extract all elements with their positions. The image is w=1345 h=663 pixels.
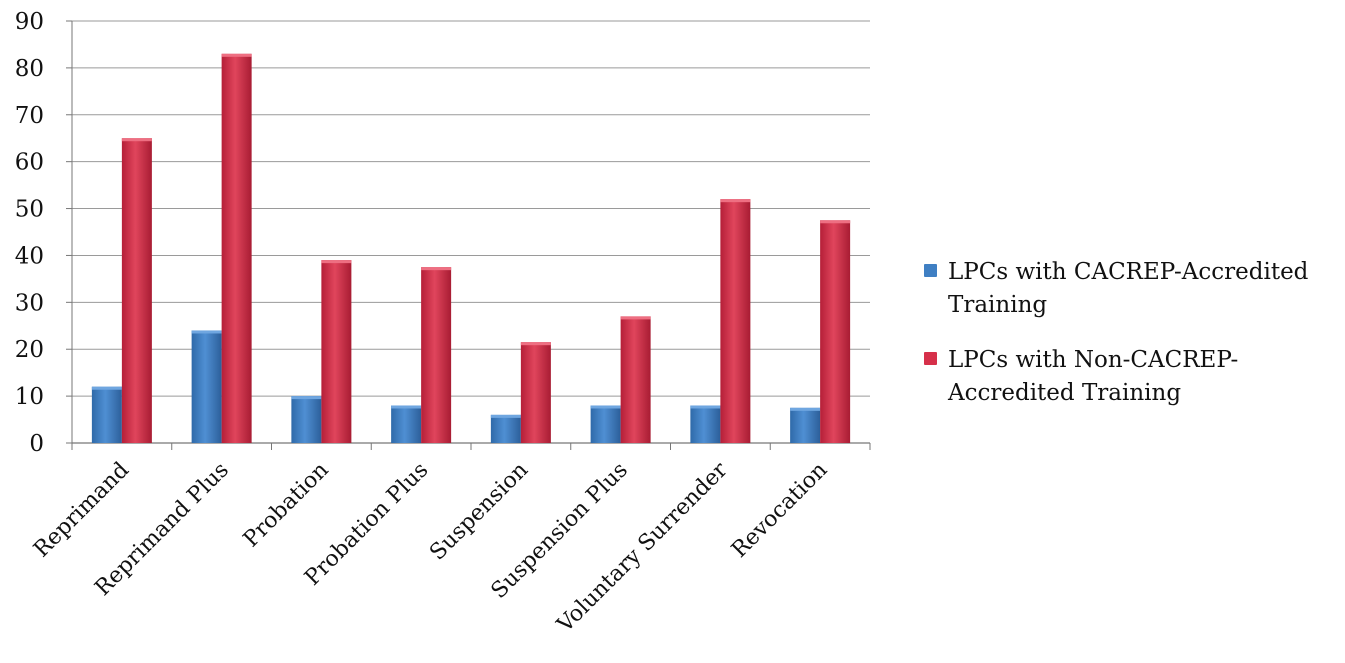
bar-cacrep (291, 396, 322, 443)
bar-non-cacrep (620, 316, 651, 443)
bar-non-cacrep (720, 199, 751, 443)
x-category-label: Suspension (425, 458, 533, 566)
bar-cacrep (790, 407, 821, 443)
legend-item-non-cacrep: LPCs with Non-CACREP-Accredited Training (924, 344, 1339, 410)
bar-top-highlight (191, 330, 222, 334)
legend-label-cacrep: LPCs with CACREP-Accredited Training (948, 259, 1309, 318)
bar-top-highlight (590, 405, 621, 409)
bar-top-highlight (490, 414, 521, 418)
y-tick-label: 0 (29, 431, 44, 457)
x-category-label: Voluntary Surrender (552, 457, 733, 638)
bar-non-cacrep (421, 267, 452, 443)
bar-top-highlight (520, 342, 551, 346)
bar-cacrep (490, 414, 521, 443)
bar-non-cacrep (321, 260, 352, 443)
bar-cacrep (590, 405, 621, 443)
bar-top-highlight (720, 199, 751, 203)
y-tick-label: 30 (15, 290, 44, 316)
y-tick-label: 70 (15, 103, 44, 129)
x-category-label: Reprimand (29, 458, 134, 563)
bar-top-highlight (421, 267, 452, 271)
bar-non-cacrep (121, 138, 152, 443)
bar-non-cacrep (221, 53, 252, 443)
bar-non-cacrep (820, 220, 851, 443)
legend-swatch-non-cacrep (924, 352, 937, 365)
bar-top-highlight (820, 220, 851, 224)
bars (91, 53, 851, 443)
legend: LPCs with CACREP-Accredited Training LPC… (924, 256, 1339, 432)
legend-swatch-cacrep (924, 264, 937, 277)
y-tick-label: 50 (15, 197, 44, 223)
bar-cacrep (391, 405, 422, 443)
x-category-label: Probation (239, 458, 334, 553)
bar-non-cacrep (520, 342, 551, 443)
bar-top-highlight (221, 53, 252, 57)
bar-top-highlight (620, 316, 651, 320)
bar-top-highlight (321, 260, 352, 264)
legend-label-non-cacrep: LPCs with Non-CACREP-Accredited Training (948, 347, 1239, 406)
bar-cacrep (690, 405, 721, 443)
x-category-label: Revocation (727, 458, 832, 563)
bar-cacrep (91, 386, 122, 443)
bar-top-highlight (121, 138, 152, 142)
y-tick-label: 90 (15, 9, 44, 35)
bar-top-highlight (291, 396, 322, 400)
y-tick-label: 40 (15, 243, 44, 269)
y-tick-label: 80 (15, 56, 44, 82)
y-tick-label: 60 (15, 150, 44, 176)
bar-top-highlight (690, 405, 721, 409)
bar-cacrep (191, 330, 222, 443)
bar-top-highlight (790, 407, 821, 411)
y-tick-label: 20 (15, 337, 44, 363)
y-tick-label: 10 (15, 384, 44, 410)
legend-item-cacrep: LPCs with CACREP-Accredited Training (924, 256, 1339, 322)
bar-top-highlight (91, 386, 122, 390)
bar-top-highlight (391, 405, 422, 409)
